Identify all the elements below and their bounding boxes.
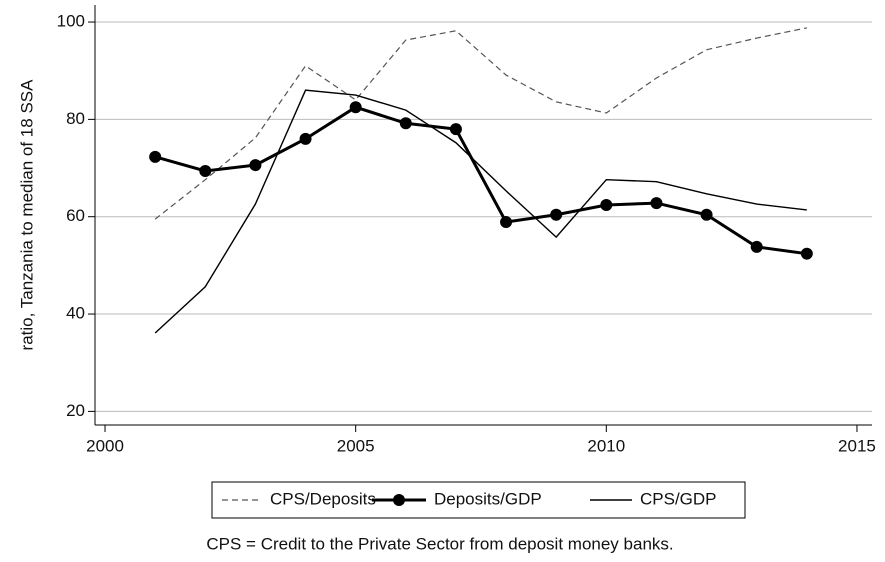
marker <box>149 150 162 163</box>
marker <box>600 199 613 212</box>
y-tick-label: 80 <box>66 109 85 128</box>
y-axis-label: ratio, Tanzania to median of 18 SSA <box>17 79 36 351</box>
y-tick-label: 60 <box>66 206 85 225</box>
marker <box>249 159 262 172</box>
legend-marker <box>393 494 405 506</box>
x-tick-label: 2000 <box>86 436 124 455</box>
y-tick-label: 20 <box>66 401 85 420</box>
series-line <box>154 105 808 256</box>
marker <box>399 117 412 130</box>
note: CPS = Credit to the Private Sector from … <box>206 534 673 553</box>
marker <box>700 208 713 221</box>
legend-label: CPS/Deposits <box>270 489 376 508</box>
legend-label: Deposits/GDP <box>434 489 542 508</box>
marker <box>299 132 312 145</box>
x-tick-label: 2015 <box>838 436 876 455</box>
marker <box>550 208 563 221</box>
legend-label: CPS/GDP <box>640 489 717 508</box>
marker <box>800 247 813 260</box>
marker <box>349 101 362 114</box>
series-line <box>154 89 807 334</box>
series-line <box>154 27 807 220</box>
marker <box>199 164 212 177</box>
x-tick-label: 2005 <box>337 436 375 455</box>
legend-box <box>211 481 746 519</box>
y-tick-label: 100 <box>57 12 85 31</box>
x-tick-label: 2010 <box>587 436 625 455</box>
marker <box>750 240 763 253</box>
marker <box>449 123 462 136</box>
marker <box>500 216 513 229</box>
y-tick-label: 40 <box>66 304 85 323</box>
marker <box>650 197 663 210</box>
